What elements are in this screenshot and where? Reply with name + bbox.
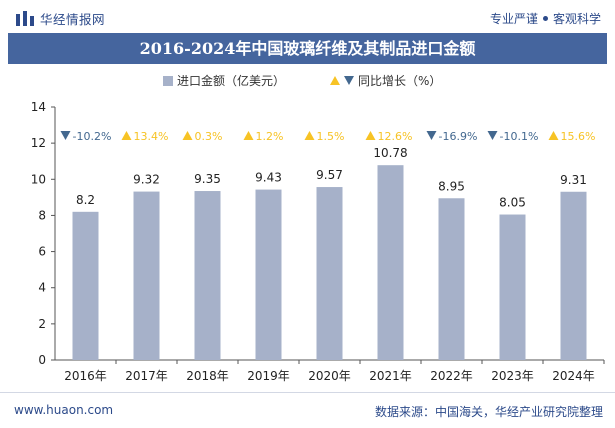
y-tick-label: 2 [38,317,46,331]
y-tick-label: 8 [38,208,46,222]
bar-layer [72,165,587,360]
bar-value-label: 9.35 [194,172,221,186]
growth-label: 1.5% [317,130,345,143]
growth-label: 13.4% [134,130,169,143]
legend-label-growth: 同比增长（%） [358,74,442,88]
top-bar: 华经情报网 专业严谨 客观科学 [0,0,615,34]
legend-item-growth: 同比增长（%） [330,72,441,89]
y-tick-label: 10 [31,172,46,186]
growth-label: -16.9% [439,130,478,143]
y-tick-label: 6 [38,245,46,259]
legend-label-amount: 进口金额（亿美元） [177,74,286,88]
bar-value-label: 9.31 [560,173,587,187]
x-tick-label: 2018年 [186,369,229,383]
brand-name: 华经情报网 [40,12,106,27]
growth-down-marker [487,131,498,140]
slogan-right: 客观科学 [552,12,601,26]
bar [316,187,343,360]
legend-bar-swatch-icon [163,75,173,86]
growth-down-marker [60,131,71,140]
x-tick-label: 2016年 [64,369,107,383]
growth-label: 15.6% [561,130,596,143]
bar [194,191,221,360]
bar-value-label: 8.95 [438,179,465,193]
growth-label: -10.1% [500,130,539,143]
growth-up-marker [182,131,193,140]
bar-value-label: 8.2 [76,193,95,207]
bar [377,165,404,360]
x-tick-label: 2020年 [308,369,351,383]
x-tick-label: 2021年 [369,369,412,383]
bar-value-label: 10.78 [373,146,407,160]
x-tick-label: 2024年 [552,369,595,383]
growth-label: 1.2% [256,130,284,143]
bar-value-label: 9.32 [133,173,160,187]
growth-label: 12.6% [378,130,413,143]
bar [133,191,160,360]
bar [72,211,99,360]
legend-triangle-down-icon [344,76,354,85]
bar [499,214,526,360]
slogan-left: 专业严谨 [489,12,538,26]
growth-up-marker [304,131,315,140]
growth-up-marker [365,131,376,140]
legend-triangle-up-icon [330,76,340,85]
y-tick-label: 4 [38,281,46,295]
chart-title: 2016-2024年中国玻璃纤维及其制品进口金额 [8,33,607,64]
bar [438,198,465,360]
legend-item-amount: 进口金额（亿美元） [163,72,285,89]
y-tick-label: 0 [38,353,46,367]
label-layer: 8.2 -10.2% 9.32 13.4% 9.35 0.3% 9.43 1.2% 9.57 1.… [60,130,596,210]
y-tick-label: 14 [31,100,46,114]
growth-up-marker [121,131,132,140]
footer: www.huaon.com 数据来源：中国海关，华经产业研究院整理 [0,392,615,428]
slogan: 专业严谨 客观科学 [490,10,601,27]
brand-logo[interactable]: 华经情报网 [16,9,105,28]
bar-value-label: 9.57 [316,168,343,182]
growth-up-marker [548,131,559,140]
x-tick-label: 2022年 [430,369,473,383]
growth-label: -10.2% [73,130,112,143]
logo-icon [16,11,34,26]
x-tick-label: 2017年 [125,369,168,383]
footer-url[interactable]: www.huaon.com [14,403,114,417]
bar-value-label: 8.05 [499,196,526,210]
growth-up-marker [243,131,254,140]
separator-dot-icon [542,16,548,21]
growth-down-marker [426,131,437,140]
x-tick-label: 2019年 [247,369,290,383]
y-tick-label: 12 [31,136,46,150]
data-source: 数据来源：中国海关，华经产业研究院整理 [374,405,603,419]
bar [255,189,282,360]
bar-value-label: 9.43 [255,171,282,185]
bar [560,191,587,360]
x-tick-label: 2023年 [491,369,534,383]
growth-label: 0.3% [195,130,223,143]
